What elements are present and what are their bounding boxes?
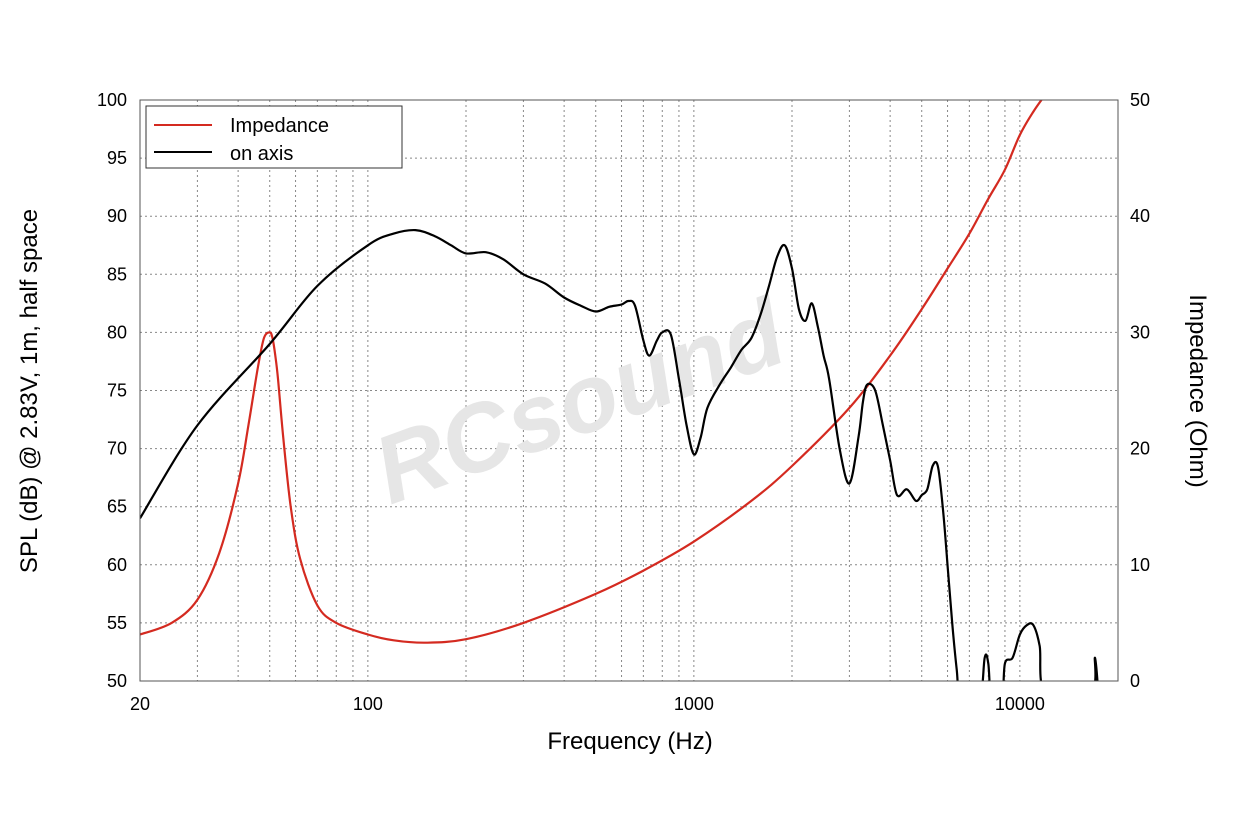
y2-tick-label: 10 — [1130, 555, 1150, 575]
series-line-on-axis — [140, 228, 1099, 681]
y2-tick-label: 0 — [1130, 671, 1140, 691]
legend-label-impedance: Impedance — [230, 115, 329, 137]
x-tick-label: 1000 — [674, 694, 714, 714]
x-tick-label: 100 — [353, 694, 383, 714]
x-tick-label: 10000 — [995, 694, 1045, 714]
y-tick-label: 50 — [107, 671, 127, 691]
y-tick-label: 75 — [107, 381, 127, 401]
y2-tick-label: 20 — [1130, 439, 1150, 459]
y-tick-label: 100 — [97, 90, 127, 110]
x-axis-label: Frequency (Hz) — [547, 728, 712, 755]
y-tick-label: 70 — [107, 439, 127, 459]
watermark-logo: RCsound — [361, 277, 801, 524]
y-tick-label: 80 — [107, 322, 127, 342]
y-tick-label: 65 — [107, 497, 127, 517]
y-tick-label: 55 — [107, 613, 127, 633]
y2-tick-label: 40 — [1130, 206, 1150, 226]
y-axis-label: SPL (dB) @ 2.83V, 1m, half space — [16, 209, 43, 573]
y-tick-label: 95 — [107, 148, 127, 168]
tick-labels: 20 100 1000 1000050556065707580859095100010… — [97, 90, 1150, 714]
y-tick-label: 60 — [107, 555, 127, 575]
series-line-impedance — [140, 100, 1043, 644]
y-tick-label: 85 — [107, 264, 127, 284]
grid — [140, 100, 1118, 681]
legend-label-on-axis: on axis — [230, 143, 293, 165]
plot-frame — [139, 99, 1119, 682]
y2-axis-label: Impedance (Ohm) — [1184, 294, 1211, 487]
y2-tick-label: 30 — [1130, 322, 1150, 342]
x-tick-label: 20 — [130, 694, 150, 714]
legend-box — [145, 105, 403, 169]
y2-tick-label: 50 — [1130, 90, 1150, 110]
legend: Impedance on axis — [145, 105, 403, 169]
series-layer — [140, 100, 1099, 681]
y-tick-label: 90 — [107, 206, 127, 226]
